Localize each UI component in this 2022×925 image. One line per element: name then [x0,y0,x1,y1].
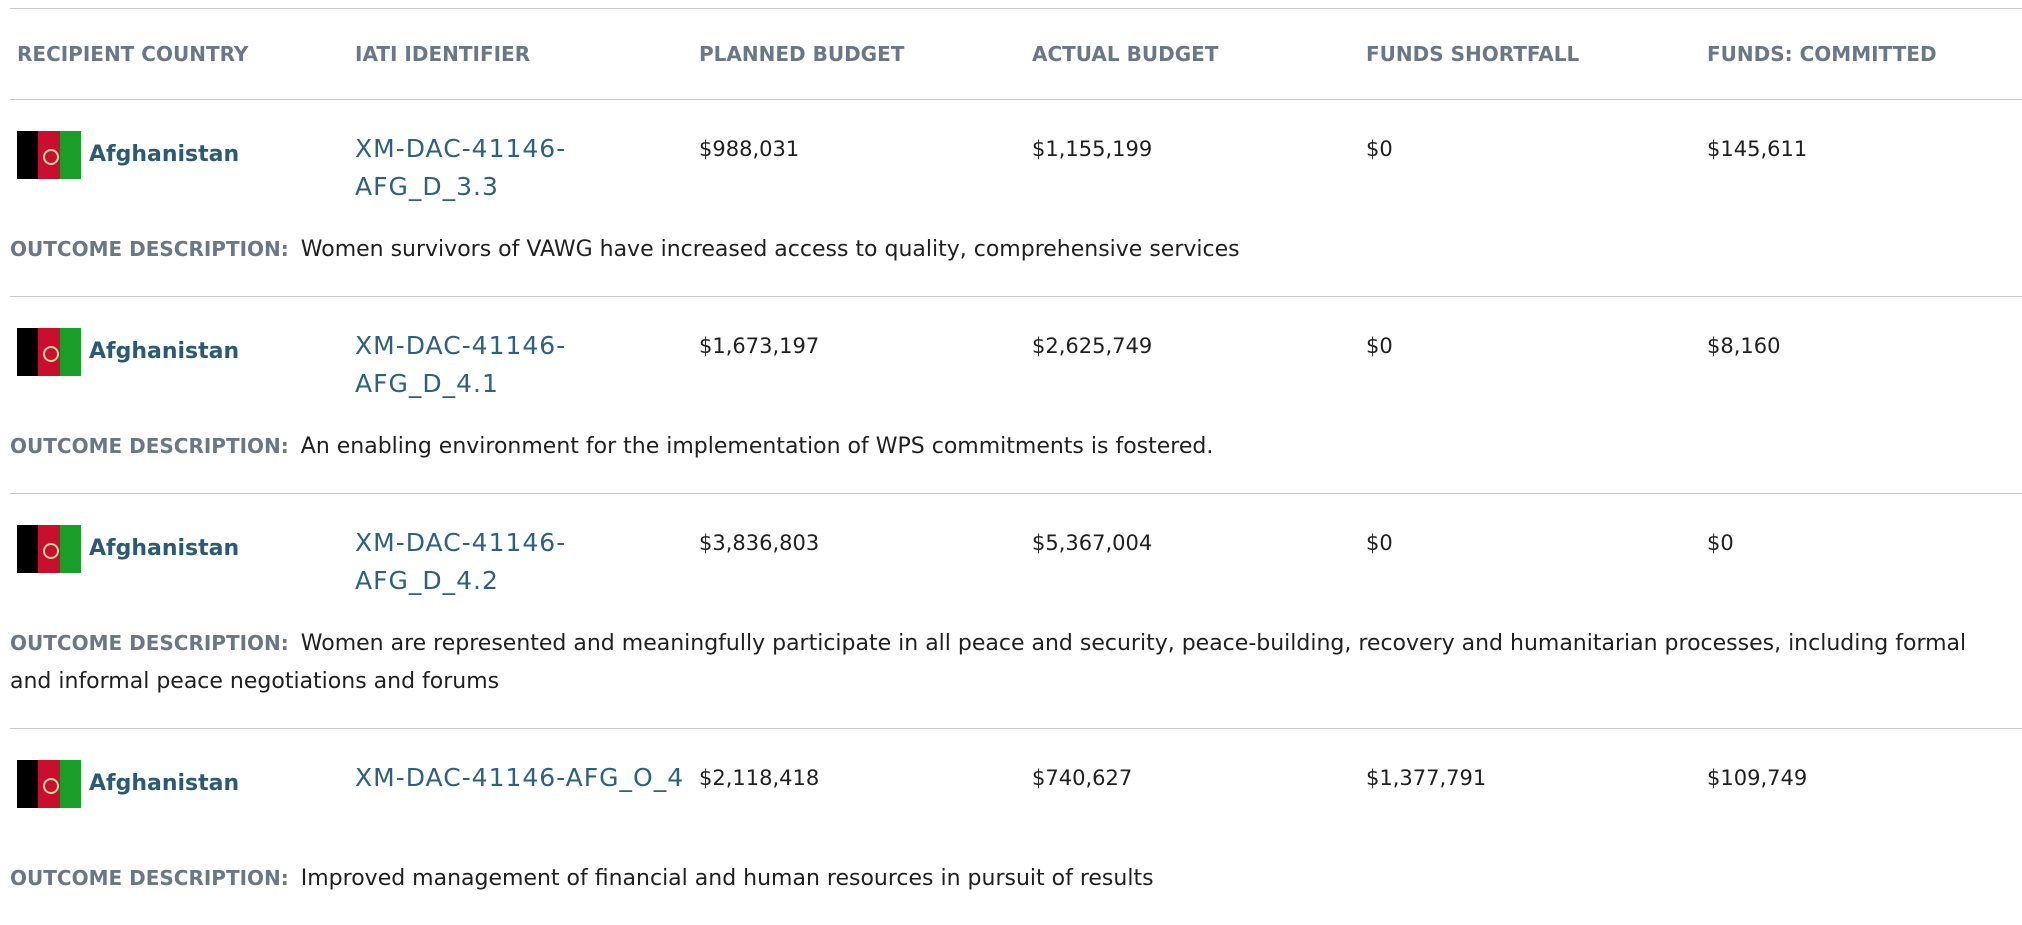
flag-stripe [17,760,39,808]
flag-stripe [17,525,39,573]
column-header: PLANNED BUDGET [699,42,905,66]
flag-stripe [17,328,39,376]
country-cell: Afghanistan [10,524,348,600]
column-header: RECIPIENT COUNTRY [17,42,249,66]
row-cells: Afghanistan XM-DAC-41146- AFG_D_4.1 $1,673,… [10,327,2022,403]
funds-committed: $8,160 [1707,334,1781,358]
country: Afghanistan [17,131,348,179]
outcome-description: Women are represented and meaningfully p… [10,631,1967,694]
flag-stripe [17,131,39,179]
table-row: Afghanistan XM-DAC-41146- AFG_D_3.3 $988,03… [10,100,2022,297]
funds-committed: $0 [1707,531,1734,555]
country-cell: Afghanistan [10,327,348,403]
actual-budget: $2,625,749 [1032,334,1153,358]
table-header: RECIPIENT COUNTRY IATI IDENTIFIER PLANNED … [10,9,2022,100]
funds-shortfall: $1,377,791 [1366,766,1487,790]
column-header: IATI IDENTIFIER [355,42,531,66]
country-link[interactable]: Afghanistan [89,536,240,561]
country-link[interactable]: Afghanistan [89,142,240,167]
actual-budget: $740,627 [1032,766,1133,790]
outcome: OUTCOME DESCRIPTION: Improved management … [10,859,2022,898]
country: Afghanistan [17,525,348,573]
row-cells: Afghanistan XM-DAC-41146- AFG_D_3.3 $988,03… [10,130,2022,206]
funds-shortfall: $0 [1366,531,1393,555]
planned-budget: $1,673,197 [699,334,820,358]
outcome-description: An enabling environment for the implemen… [300,434,1214,459]
flag-icon [17,525,81,573]
table-row: Afghanistan XM-DAC-41146-AFG_O_4 $2,118,41… [10,729,2022,925]
country-link[interactable]: Afghanistan [89,339,240,364]
column-header: ACTUAL BUDGET [1032,42,1219,66]
actual-budget: $1,155,199 [1032,137,1153,161]
funds-shortfall: $0 [1366,137,1393,161]
flag-icon [17,131,81,179]
outcome-label: OUTCOME DESCRIPTION: [10,237,289,261]
column-header: FUNDS SHORTFALL [1366,42,1580,66]
outcome-description: Improved management of financial and hum… [300,866,1154,891]
funds-committed: $145,611 [1707,137,1808,161]
flag-stripe [59,131,81,179]
outcome-label: OUTCOME DESCRIPTION: [10,866,289,890]
flag-emblem [43,543,59,559]
flag-emblem [43,149,59,165]
outcome: OUTCOME DESCRIPTION: Women are represente… [10,624,2022,701]
flag-stripe [59,328,81,376]
country-link[interactable]: Afghanistan [89,771,240,796]
table-row: Afghanistan XM-DAC-41146- AFG_D_4.2 $3,836,… [10,494,2022,729]
funds-shortfall: $0 [1366,334,1393,358]
row-cells: Afghanistan XM-DAC-41146-AFG_O_4 $2,118,41… [10,759,2022,835]
outcome: OUTCOME DESCRIPTION: Women survivors of V… [10,230,2022,269]
table-row: Afghanistan XM-DAC-41146- AFG_D_4.1 $1,673,… [10,297,2022,494]
flag-icon [17,328,81,376]
outcome-label: OUTCOME DESCRIPTION: [10,631,289,655]
outcome-label: OUTCOME DESCRIPTION: [10,434,289,458]
column-header: FUNDS: COMMITTED [1707,42,1937,66]
flag-emblem [43,346,59,362]
country-cell: Afghanistan [10,130,348,206]
iati-identifier[interactable]: XM-DAC-41146- AFG_D_4.2 [355,528,567,595]
planned-budget: $3,836,803 [699,531,820,555]
flag-emblem [43,778,59,794]
iati-identifier[interactable]: XM-DAC-41146- AFG_D_3.3 [355,134,567,201]
iati-identifier[interactable]: XM-DAC-41146-AFG_O_4 [355,763,685,792]
results-table: RECIPIENT COUNTRY IATI IDENTIFIER PLANNED … [10,8,2022,925]
flag-stripe [59,760,81,808]
funds-committed: $109,749 [1707,766,1808,790]
planned-budget: $988,031 [699,137,800,161]
flag-icon [17,760,81,808]
country: Afghanistan [17,328,348,376]
flag-stripe [59,525,81,573]
country: Afghanistan [17,760,348,808]
iati-identifier[interactable]: XM-DAC-41146- AFG_D_4.1 [355,331,567,398]
table-body: Afghanistan XM-DAC-41146- AFG_D_3.3 $988,03… [10,100,2022,925]
planned-budget: $2,118,418 [699,766,820,790]
country-cell: Afghanistan [10,759,348,835]
row-cells: Afghanistan XM-DAC-41146- AFG_D_4.2 $3,836,… [10,524,2022,600]
outcome-description: Women survivors of VAWG have increased a… [300,237,1240,262]
outcome: OUTCOME DESCRIPTION: An enabling environm… [10,427,2022,466]
actual-budget: $5,367,004 [1032,531,1153,555]
